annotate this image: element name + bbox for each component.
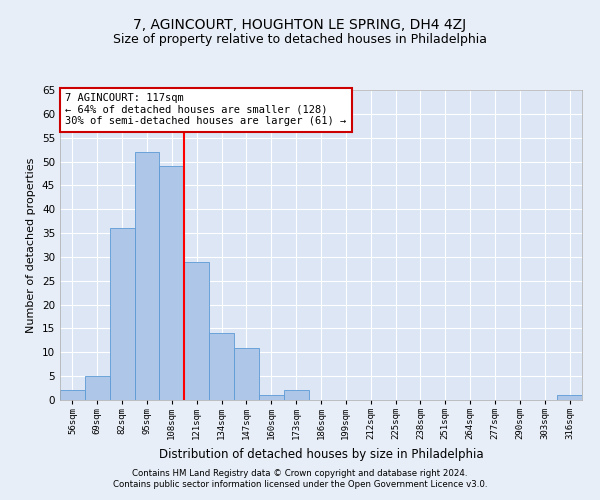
Text: Size of property relative to detached houses in Philadelphia: Size of property relative to detached ho… bbox=[113, 32, 487, 46]
Text: 7, AGINCOURT, HOUGHTON LE SPRING, DH4 4ZJ: 7, AGINCOURT, HOUGHTON LE SPRING, DH4 4Z… bbox=[133, 18, 467, 32]
Text: Contains HM Land Registry data © Crown copyright and database right 2024.: Contains HM Land Registry data © Crown c… bbox=[132, 468, 468, 477]
Text: Contains public sector information licensed under the Open Government Licence v3: Contains public sector information licen… bbox=[113, 480, 487, 489]
Bar bbox=[85, 376, 110, 400]
Text: 7 AGINCOURT: 117sqm
← 64% of detached houses are smaller (128)
30% of semi-detac: 7 AGINCOURT: 117sqm ← 64% of detached ho… bbox=[65, 93, 346, 126]
Bar bbox=[557, 395, 582, 400]
Bar bbox=[134, 152, 160, 400]
Bar bbox=[234, 348, 259, 400]
Bar bbox=[259, 395, 284, 400]
Bar bbox=[284, 390, 308, 400]
Bar bbox=[209, 333, 234, 400]
Bar bbox=[110, 228, 134, 400]
X-axis label: Distribution of detached houses by size in Philadelphia: Distribution of detached houses by size … bbox=[158, 448, 484, 460]
Bar bbox=[184, 262, 209, 400]
Bar bbox=[60, 390, 85, 400]
Y-axis label: Number of detached properties: Number of detached properties bbox=[26, 158, 37, 332]
Bar bbox=[160, 166, 184, 400]
